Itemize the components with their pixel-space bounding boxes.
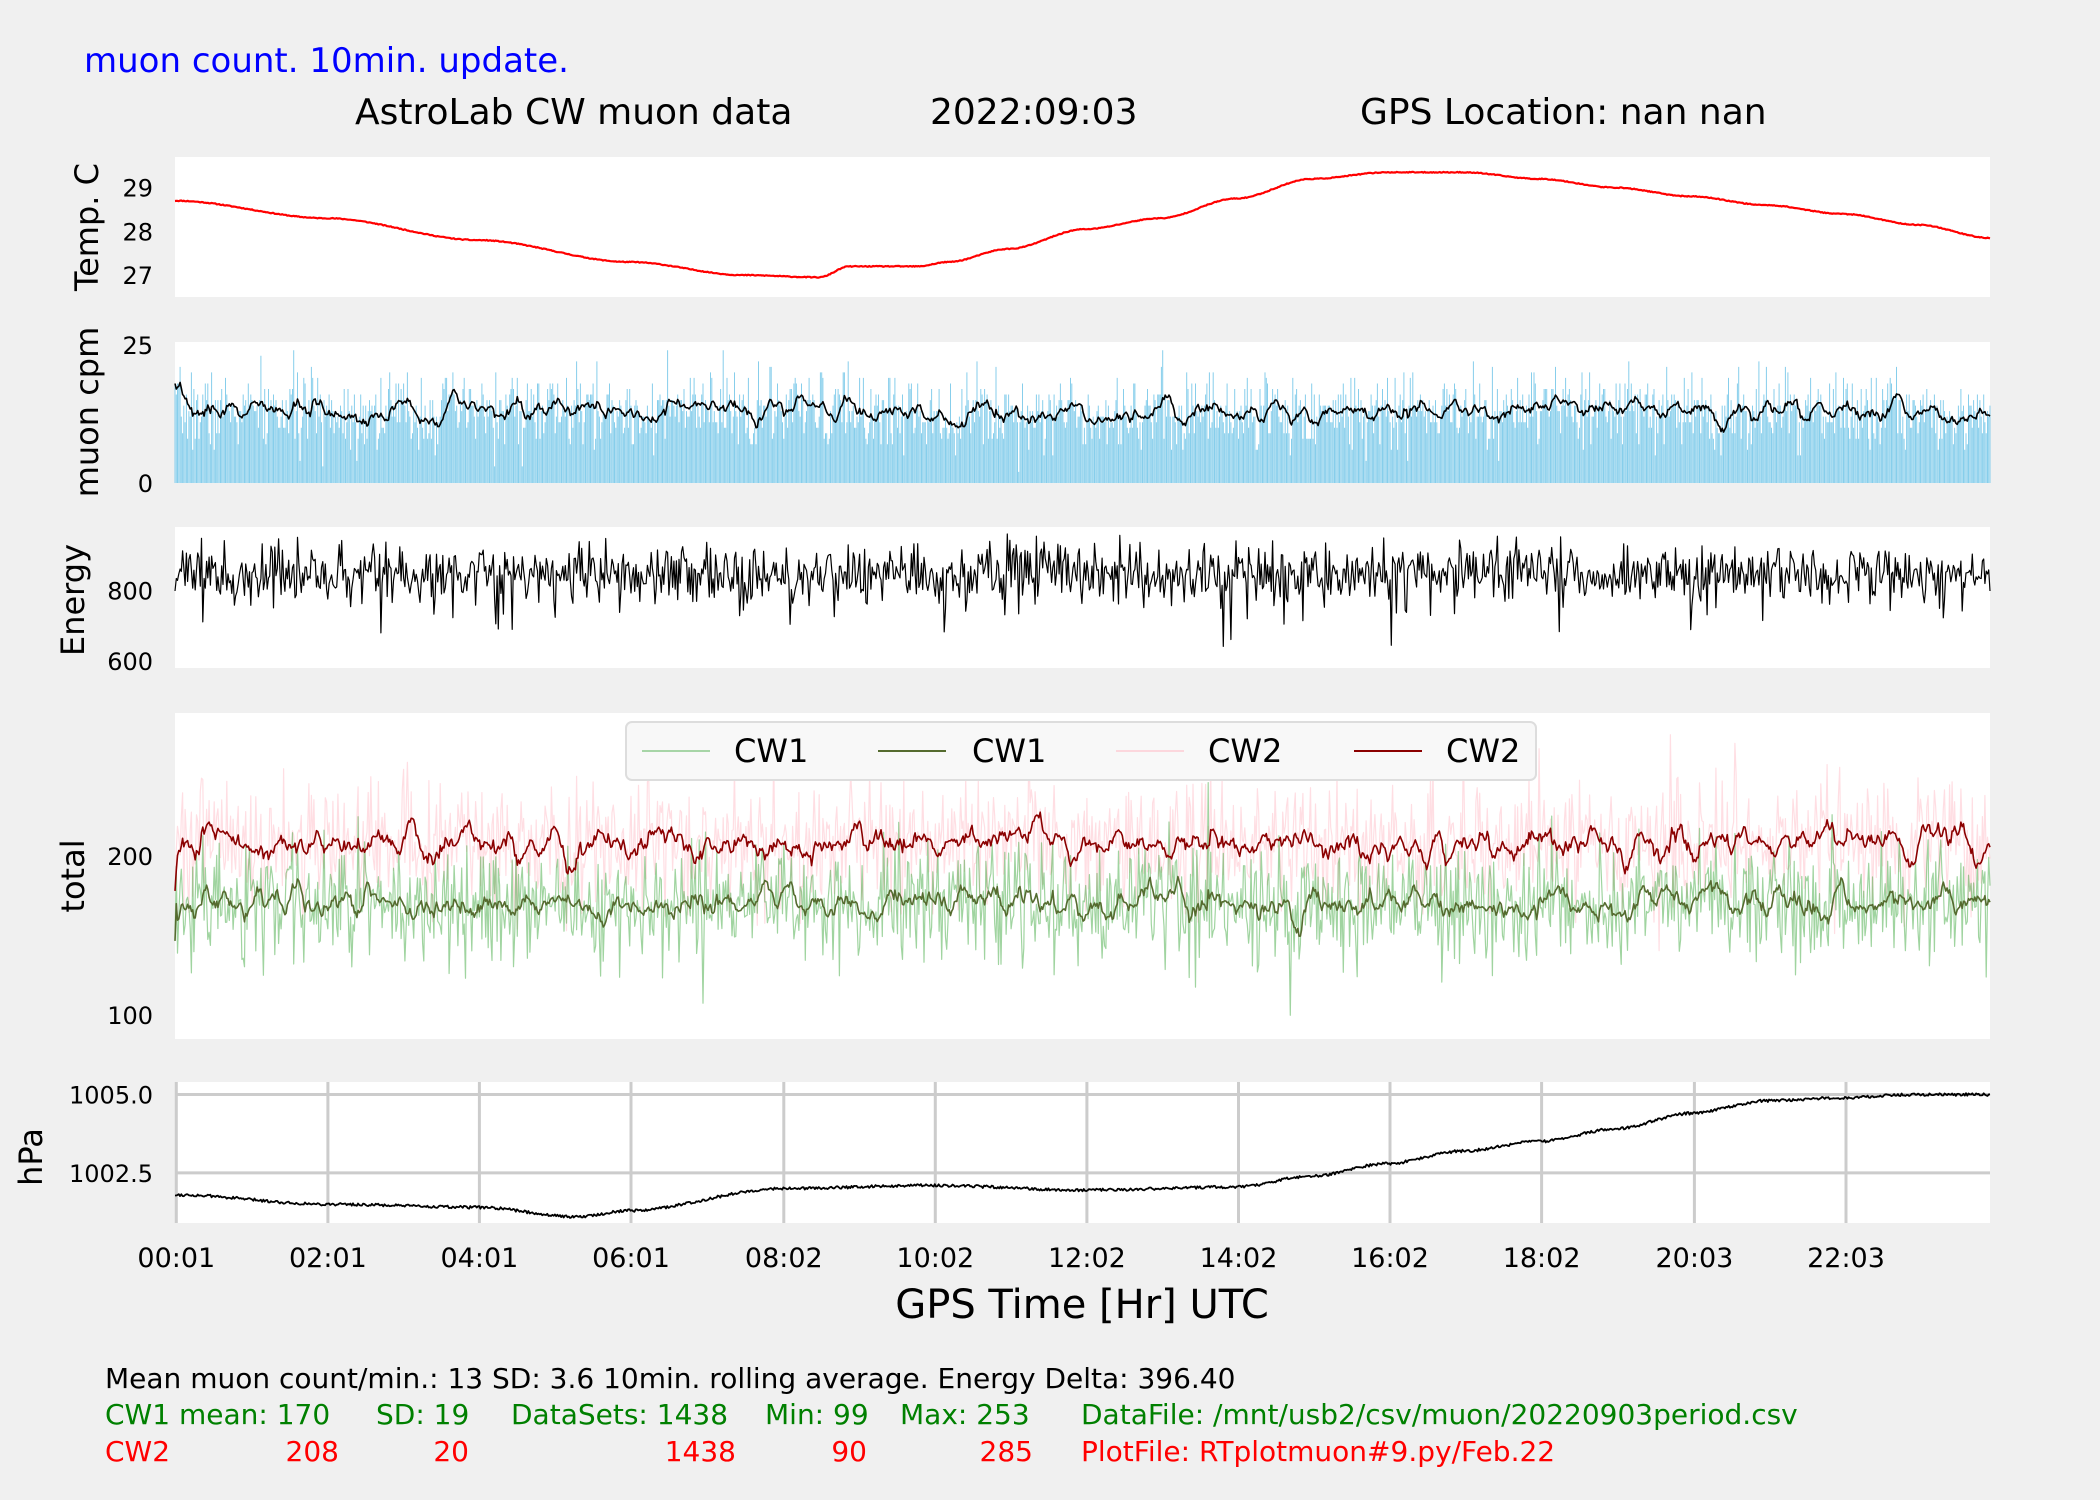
legend-label-cw1-rolling: CW1 (972, 732, 1046, 770)
cw1-datafile: DataFile: /mnt/usb2/csv/muon/20220903per… (1081, 1398, 1798, 1431)
pressure-y-label: hPa (12, 1128, 50, 1186)
temperature-panel: 27 28 29 Temp. C (68, 157, 1991, 297)
cw1-mean: CW1 mean: 170 (105, 1398, 330, 1431)
pressure-plot-area (175, 1082, 1990, 1223)
pressure-series (175, 1092, 1991, 1219)
x-tick-label: 10:02 (896, 1243, 974, 1274)
y-tick-label: 0 (138, 470, 153, 498)
gps-location: GPS Location: nan nan (1360, 92, 1767, 133)
pressure-y-ticks: 1002.5 1005.0 (69, 1082, 153, 1188)
y-tick-label: 27 (122, 262, 153, 290)
total-panel: 100 200 total CW1 CW1 CW2 CW2 (54, 713, 1991, 1039)
x-tick-label: 16:02 (1351, 1243, 1429, 1274)
chart-date: 2022:09:03 (930, 92, 1138, 133)
legend-label-cw2-raw: CW2 (1208, 732, 1282, 770)
x-tick-label: 22:03 (1807, 1243, 1885, 1274)
total-series (174, 734, 1991, 1016)
y-tick-label: 100 (107, 1002, 153, 1030)
temperature-plot-area (175, 157, 1990, 297)
temperature-y-label: Temp. C (68, 163, 106, 292)
cw2-rolling-line (174, 811, 1991, 891)
muon-cpm-bars (174, 350, 1991, 483)
cw2-mean: 208 (286, 1435, 339, 1468)
muon-cpm-y-ticks: 0 25 (122, 332, 153, 498)
x-tick-label: 20:03 (1655, 1243, 1733, 1274)
muon-cpm-series (174, 350, 1991, 483)
pressure-grid (174, 1082, 1990, 1223)
cw2-plotfile: PlotFile: RTplotmuon#9.py/Feb.22 (1081, 1435, 1555, 1468)
cw2-stats-row: CW2 208 20 1438 90 285 PlotFile: RTplotm… (105, 1435, 1555, 1468)
cw2-label: CW2 (105, 1435, 170, 1468)
cw1-stats-row: CW1 mean: 170 SD: 19 DataSets: 1438 Min:… (105, 1398, 1798, 1431)
total-y-ticks: 100 200 (107, 843, 153, 1030)
chart-title: AstroLab CW muon data (355, 92, 792, 133)
x-tick-label: 02:01 (289, 1243, 367, 1274)
y-tick-label: 600 (107, 648, 153, 676)
y-tick-label: 25 (122, 332, 153, 360)
y-tick-label: 800 (107, 578, 153, 606)
cw2-sd: 20 (433, 1435, 469, 1468)
total-y-label: total (54, 839, 92, 912)
stats-summary-line: Mean muon count/min.: 13 SD: 3.6 10min. … (105, 1362, 1235, 1395)
x-axis-ticks: 00:01 02:01 04:01 06:01 08:02 10:02 12:02 14:02… (137, 1243, 1885, 1274)
cw1-datasets: DataSets: 1438 (511, 1398, 728, 1431)
x-tick-label: 14:02 (1200, 1243, 1278, 1274)
muon-cpm-panel: 0 25 muon cpm (68, 327, 1991, 498)
pressure-panel: 1002.5 1005.0 hPa (12, 1082, 1991, 1223)
y-tick-label: 1005.0 (69, 1082, 153, 1110)
cw1-sd: SD: 19 (376, 1398, 469, 1431)
y-tick-label: 28 (122, 218, 153, 246)
x-tick-label: 12:02 (1048, 1243, 1126, 1274)
pressure-line (175, 1092, 1991, 1219)
energy-panel: 600 800 Energy (54, 527, 1991, 677)
temperature-line (174, 170, 1991, 279)
cw1-max: Max: 253 (900, 1398, 1030, 1431)
legend: CW1 CW1 CW2 CW2 (625, 721, 1537, 781)
legend-label-cw2-rolling: CW2 (1446, 732, 1520, 770)
x-axis-label: GPS Time [Hr] UTC (895, 1282, 1269, 1328)
x-tick-label: 18:02 (1503, 1243, 1581, 1274)
cw2-min: 90 (831, 1435, 867, 1468)
cw1-min: Min: 99 (765, 1398, 869, 1431)
x-tick-label: 08:02 (745, 1243, 823, 1274)
x-tick-label: 06:01 (592, 1243, 670, 1274)
y-tick-label: 200 (107, 843, 153, 871)
y-tick-label: 1002.5 (69, 1160, 153, 1188)
energy-y-ticks: 600 800 (107, 578, 153, 677)
stats-footer: Mean muon count/min.: 13 SD: 3.6 10min. … (105, 1362, 1798, 1468)
x-tick-label: 04:01 (440, 1243, 518, 1274)
muon-cpm-y-label: muon cpm (68, 327, 106, 498)
update-note: muon count. 10min. update. (84, 41, 569, 81)
energy-line (174, 533, 1991, 648)
temperature-series (174, 170, 1991, 279)
legend-label-cw1-raw: CW1 (734, 732, 808, 770)
x-tick-label: 00:01 (137, 1243, 215, 1274)
cw2-max: 285 (980, 1435, 1033, 1468)
energy-series (174, 533, 1991, 648)
energy-y-label: Energy (54, 544, 92, 656)
temperature-y-ticks: 27 28 29 (122, 175, 153, 291)
cw2-datasets: 1438 (665, 1435, 736, 1468)
muon-cpm-rolling-average-line (174, 381, 1991, 433)
legend-box (625, 721, 1537, 781)
y-tick-label: 29 (122, 175, 153, 203)
cw1-rolling-line (174, 875, 1991, 941)
